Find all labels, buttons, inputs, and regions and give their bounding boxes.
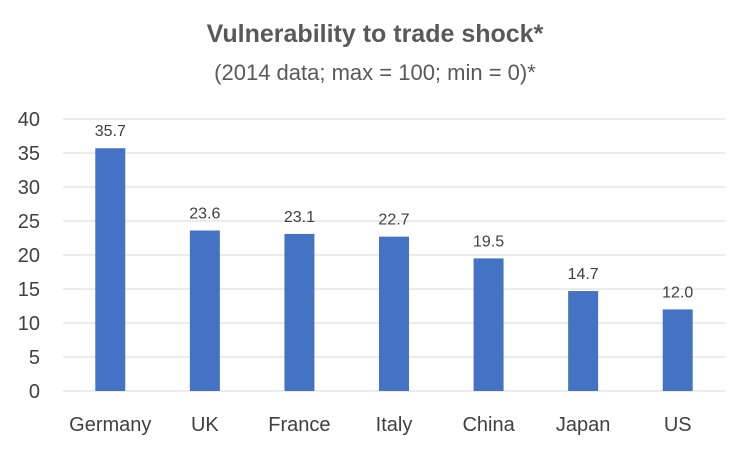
y-tick-label: 30 (18, 177, 40, 199)
x-tick-label: Japan (556, 414, 611, 436)
y-tick-label: 0 (29, 381, 40, 403)
x-tick-label: UK (191, 414, 219, 436)
bar (662, 309, 693, 391)
data-label: 12.0 (662, 284, 693, 301)
y-tick-label: 15 (18, 279, 40, 301)
x-tick-label: Germany (69, 414, 151, 436)
y-tick-label: 25 (18, 211, 40, 233)
y-tick-label: 40 (18, 109, 40, 131)
bar (473, 258, 504, 391)
y-tick-label: 20 (18, 245, 40, 267)
data-label: 23.6 (189, 206, 220, 223)
bar (379, 236, 409, 391)
chart-title: Vulnerability to trade shock* (206, 20, 544, 48)
y-tick-label: 5 (29, 347, 40, 369)
x-tick-label: France (268, 414, 330, 436)
y-tick-label: 10 (18, 313, 40, 335)
data-label: 35.7 (95, 123, 126, 140)
x-tick-label: China (462, 414, 515, 436)
data-label: 22.7 (378, 212, 409, 229)
chart-subtitle: (2014 data; max = 100; min = 0)* (214, 60, 536, 85)
bar (284, 233, 315, 391)
bar (568, 291, 599, 391)
data-label: 23.1 (284, 209, 315, 226)
x-tick-label: Italy (376, 414, 413, 436)
x-tick-label: US (664, 414, 692, 436)
bar (95, 148, 126, 391)
bar (189, 230, 220, 391)
data-label: 14.7 (568, 266, 599, 283)
data-label: 19.5 (473, 233, 504, 250)
y-tick-label: 35 (18, 143, 40, 165)
